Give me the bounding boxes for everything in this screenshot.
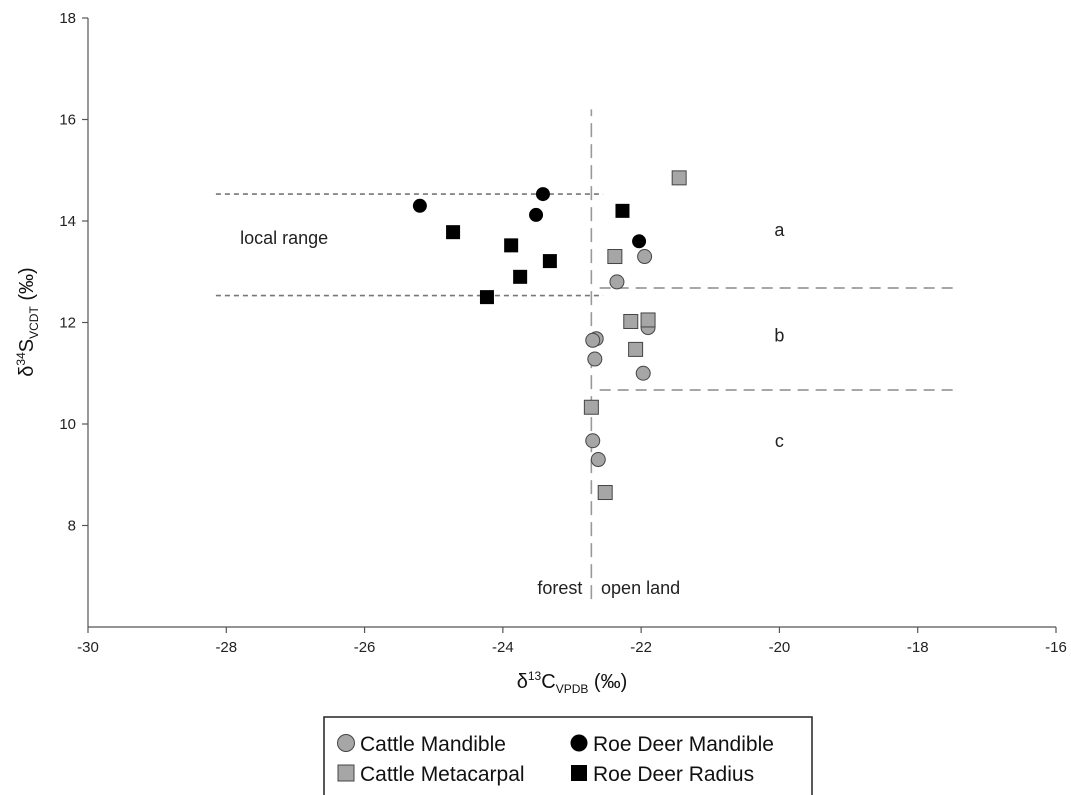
data-point-square — [513, 269, 528, 284]
data-point-square — [628, 341, 644, 357]
x-tick-label: -16 — [1045, 639, 1067, 656]
annotation-label: b — [774, 325, 784, 345]
y-axis-title-unit: (‰) — [16, 267, 38, 306]
data-point-circle — [587, 351, 603, 367]
tick-group: -30 -28 -26 -24 -22 -20 -18 -16 8 10 12 14 16 18 — [59, 10, 1067, 656]
annotation-label: a — [774, 220, 785, 240]
data-point-square — [504, 238, 519, 253]
y-axis-title-main: δ — [16, 366, 38, 377]
y-tick-label: 10 — [59, 416, 76, 433]
data-point-square — [607, 249, 623, 265]
legend-label-cattle-mandible: Cattle Mandible — [360, 733, 506, 756]
data-point-square — [597, 485, 613, 501]
x-axis-title-unit: (‰) — [588, 671, 627, 693]
annotation-label: open land — [601, 578, 680, 598]
series-cattle-mandible — [585, 249, 656, 468]
x-tick-label: -20 — [769, 639, 791, 656]
legend-item-roe-deer-radius: Roe Deer Radius — [571, 763, 754, 786]
x-axis-title-sup: 13 — [528, 669, 542, 683]
legend-label-roe-deer-radius: Roe Deer Radius — [593, 763, 754, 786]
y-tick-label: 8 — [68, 518, 76, 535]
annotation-label: c — [775, 431, 784, 451]
y-axis-title: δ34SVCDT (‰) — [14, 267, 41, 376]
annotation-label: forest — [537, 578, 582, 598]
data-point-square — [479, 290, 494, 305]
data-point-circle — [412, 198, 427, 213]
x-axis-title: δ13CVPDB (‰) — [517, 669, 628, 696]
legend: Cattle Mandible Roe Deer Mandible Cattle… — [323, 716, 813, 795]
data-point-circle — [529, 207, 544, 222]
x-axis-title-sub: VPDB — [556, 682, 589, 696]
legend-item-roe-deer-mandible: Roe Deer Mandible — [570, 733, 774, 756]
y-tick-label: 16 — [59, 112, 76, 129]
annotation-label: local range — [240, 228, 328, 248]
x-tick-label: -22 — [630, 639, 652, 656]
y-axis-title-letter: S — [16, 339, 38, 352]
data-point-circle — [535, 187, 550, 202]
data-points — [412, 170, 687, 501]
legend-label-roe-deer-mandible: Roe Deer Mandible — [593, 733, 774, 756]
legend-marker-square-black — [571, 765, 587, 781]
axes — [87, 18, 1056, 628]
data-point-circle — [637, 249, 653, 265]
legend-box — [323, 716, 813, 795]
data-point-square — [542, 254, 557, 269]
legend-marker-circle-gray — [337, 734, 355, 752]
data-point-square — [446, 225, 461, 240]
x-axis-title-letter: C — [541, 671, 555, 693]
y-tick-label: 12 — [59, 315, 76, 332]
series-roe-deer-radius — [446, 203, 630, 305]
data-point-square — [623, 313, 639, 329]
legend-item-cattle-metacarpal: Cattle Metacarpal — [337, 763, 525, 786]
y-axis-title-sup: 34 — [14, 352, 28, 366]
data-point-circle — [635, 365, 651, 381]
series-cattle-metacarpal — [583, 170, 687, 501]
x-tick-label: -26 — [354, 639, 376, 656]
annotation-group: local range a b c forest open land — [240, 220, 785, 598]
data-point-circle — [632, 234, 647, 249]
x-tick-label: -24 — [492, 639, 514, 656]
x-tick-label: -18 — [907, 639, 929, 656]
x-axis-title-main: δ — [517, 671, 528, 693]
legend-item-cattle-mandible: Cattle Mandible — [337, 733, 506, 756]
data-point-circle — [609, 274, 625, 290]
legend-marker-circle-black — [570, 734, 588, 752]
data-point-square — [640, 312, 656, 328]
reference-lines — [215, 109, 960, 600]
legend-label-cattle-metacarpal: Cattle Metacarpal — [360, 763, 525, 786]
y-tick-label: 18 — [59, 10, 76, 27]
data-point-circle — [590, 452, 606, 468]
legend-marker-square-gray — [337, 764, 355, 782]
x-tick-label: -30 — [77, 639, 99, 656]
data-point-circle — [585, 332, 601, 348]
data-point-circle — [585, 433, 601, 449]
data-point-square — [615, 203, 630, 218]
data-point-square — [583, 399, 599, 415]
y-tick-label: 14 — [59, 213, 76, 230]
y-axis-title-sub: VCDT — [27, 306, 41, 339]
data-point-square — [671, 170, 687, 186]
series-roe-deer-mandible — [412, 187, 647, 249]
x-tick-label: -28 — [215, 639, 237, 656]
